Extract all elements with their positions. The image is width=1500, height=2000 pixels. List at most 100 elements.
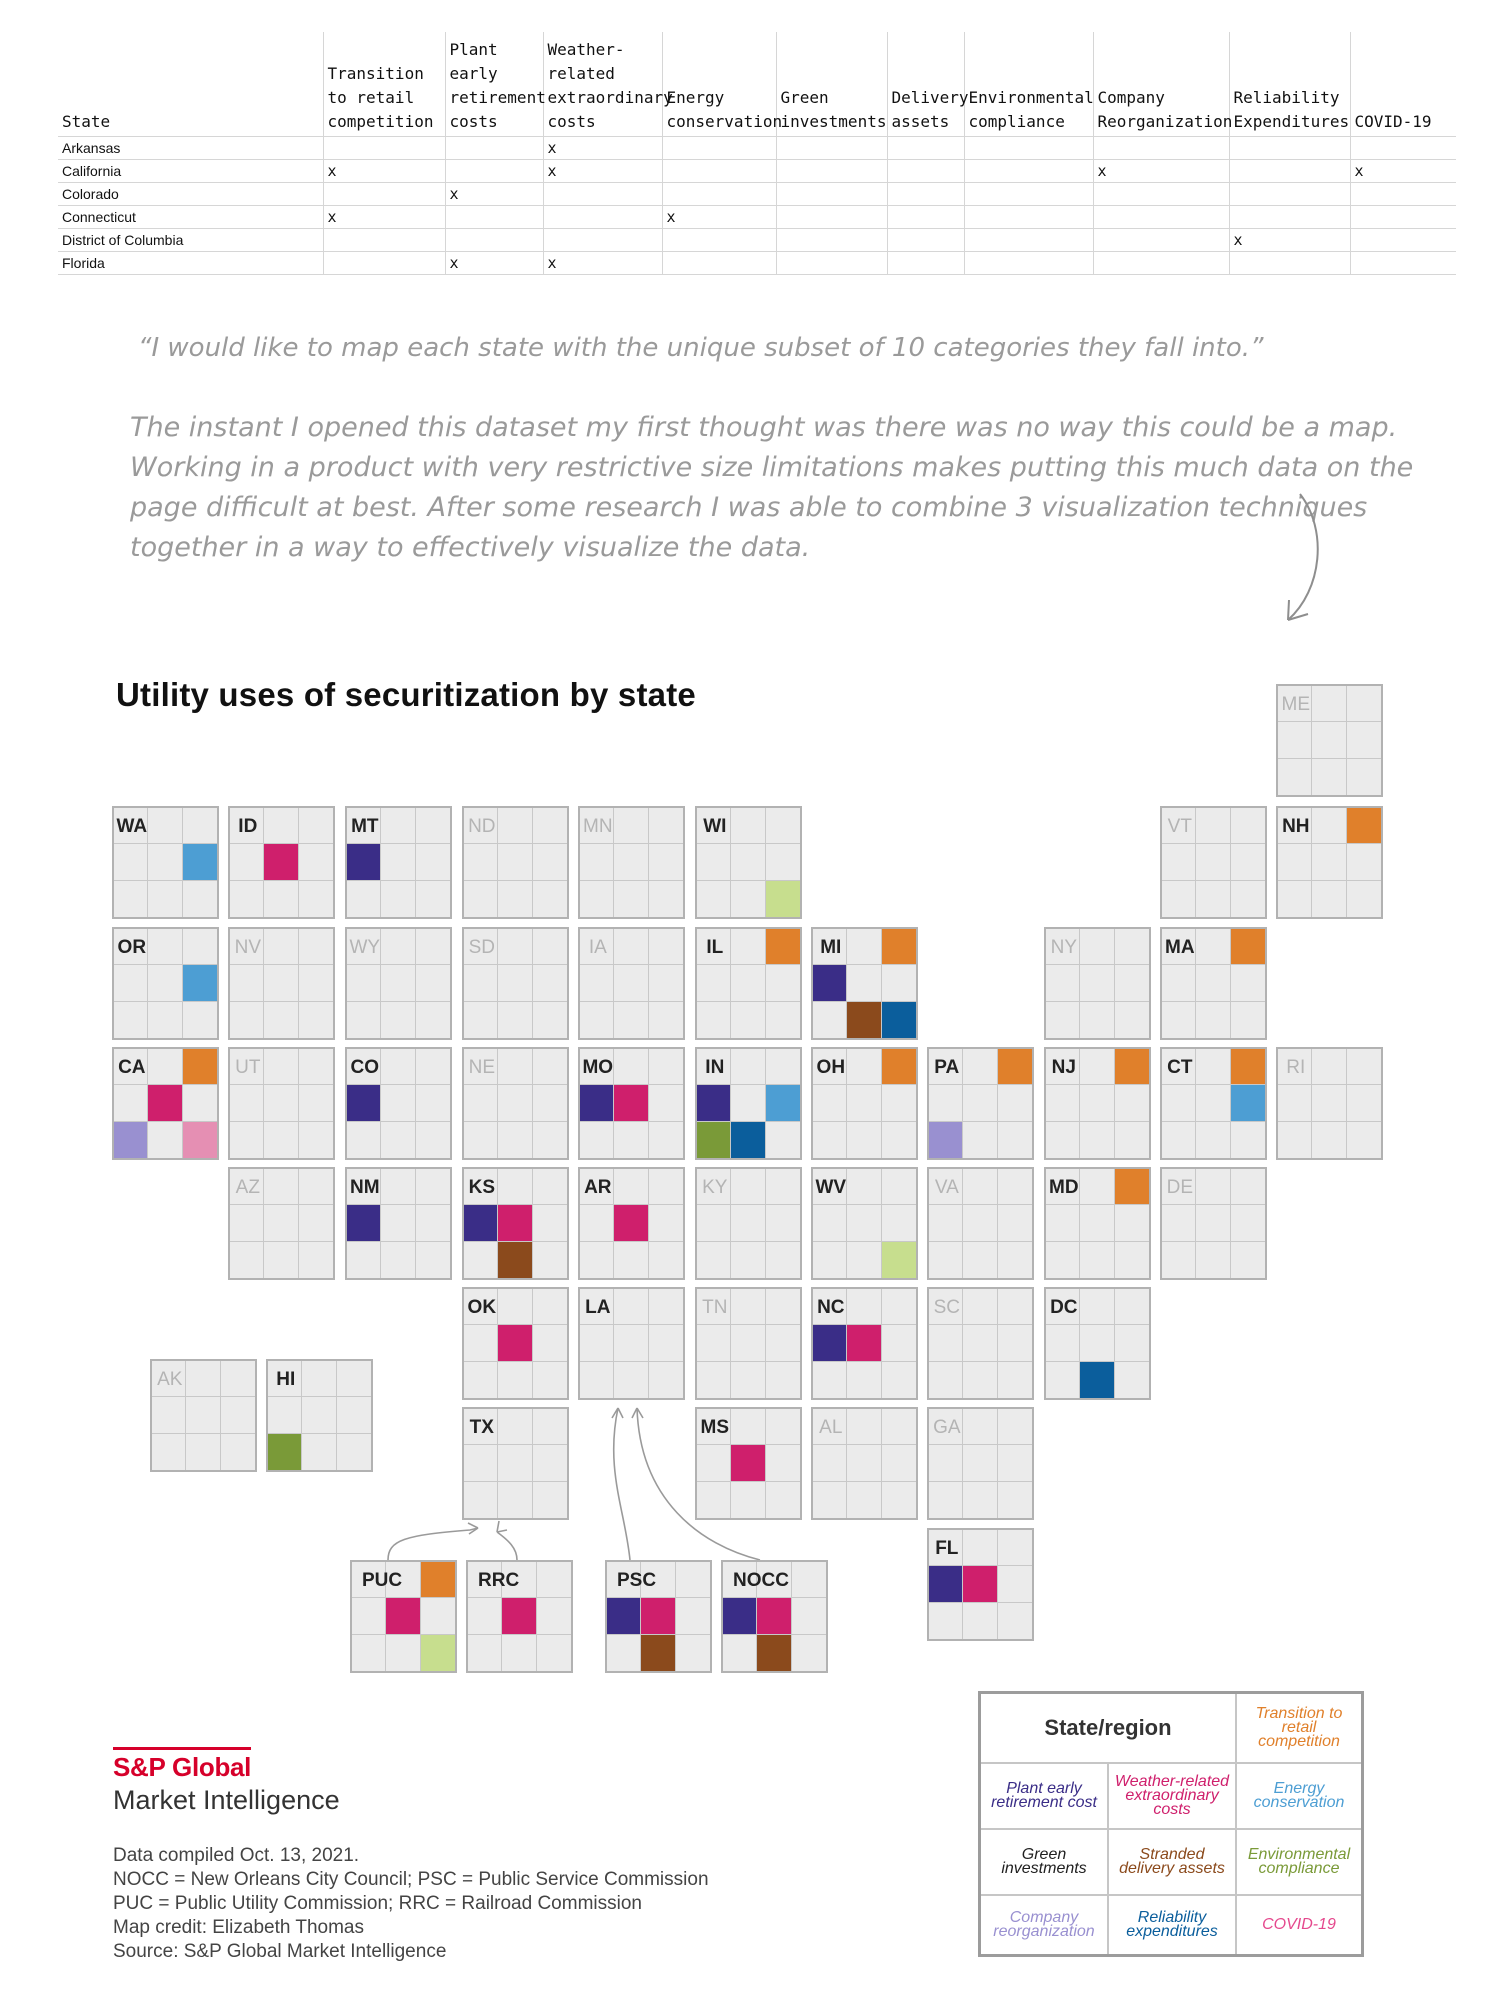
category-cell — [886, 159, 964, 183]
empty-cell — [997, 1530, 1032, 1567]
empty-cell — [580, 808, 615, 845]
category-swatch — [420, 1634, 455, 1671]
empty-cell — [298, 844, 333, 881]
empty-cell — [648, 1205, 683, 1242]
empty-cell — [614, 1325, 649, 1362]
empty-cell — [963, 1121, 998, 1158]
empty-cell — [881, 1169, 916, 1206]
category-swatch — [813, 965, 848, 1002]
category-swatch — [1230, 1049, 1265, 1086]
empty-cell — [882, 1122, 916, 1158]
empty-cell — [464, 844, 499, 881]
footnote-line: PUC = Public Utility Commission; RRC = R… — [113, 1893, 642, 1914]
empty-cell — [1162, 844, 1197, 881]
tile-wa: WA — [112, 806, 219, 919]
empty-cell — [731, 808, 766, 845]
empty-cell — [416, 1002, 450, 1038]
empty-cell — [182, 1085, 217, 1122]
sp-global-logo: S&P Global — [113, 1752, 252, 1782]
tile-mi: MI — [811, 927, 918, 1040]
category-cell — [661, 136, 776, 160]
empty-cell — [1312, 686, 1347, 723]
empty-cell — [464, 1241, 499, 1278]
empty-cell — [498, 1085, 533, 1122]
empty-cell — [580, 1325, 615, 1362]
empty-cell — [882, 1482, 916, 1518]
empty-cell — [1162, 1241, 1197, 1278]
empty-cell — [498, 929, 533, 966]
empty-cell — [697, 1361, 732, 1398]
empty-cell — [1346, 1049, 1381, 1086]
logo-rule — [113, 1747, 251, 1750]
category-cell — [1349, 205, 1456, 229]
empty-cell — [502, 1562, 537, 1599]
table-body: Arkansas x California x x x x Colorado x Connecti… — [58, 136, 1456, 275]
empty-cell — [997, 1169, 1032, 1206]
empty-cell — [230, 1169, 265, 1206]
category-swatch — [1230, 929, 1265, 966]
category-swatch — [614, 1205, 649, 1242]
empty-cell — [1230, 1169, 1265, 1206]
empty-cell — [963, 1361, 998, 1398]
empty-cell — [997, 1409, 1032, 1446]
empty-cell — [765, 1205, 800, 1242]
empty-cell — [998, 1603, 1032, 1639]
empty-cell — [813, 1445, 848, 1482]
category-cell — [963, 205, 1093, 229]
empty-cell — [963, 1481, 998, 1518]
category-cell — [444, 228, 543, 252]
empty-cell — [1114, 929, 1149, 966]
empty-cell — [114, 1049, 149, 1086]
empty-cell — [697, 1001, 732, 1038]
empty-cell — [929, 1325, 964, 1362]
empty-cell — [1080, 1241, 1115, 1278]
category-cell — [1349, 136, 1456, 160]
empty-cell — [697, 1325, 732, 1362]
tile-va: VA — [927, 1167, 1034, 1280]
empty-cell — [498, 965, 533, 1002]
empty-cell — [649, 1362, 683, 1398]
tile-id: ID — [228, 806, 335, 919]
empty-cell — [148, 808, 183, 845]
empty-cell — [929, 1530, 964, 1567]
state-cell: Connecticut — [58, 205, 323, 229]
category-swatch — [881, 1001, 916, 1038]
empty-cell — [186, 1397, 221, 1434]
category-swatch — [929, 1121, 964, 1158]
empty-cell — [264, 880, 299, 917]
empty-cell — [580, 1049, 615, 1086]
category-swatch — [881, 1241, 916, 1278]
empty-cell — [532, 1169, 567, 1206]
empty-cell — [929, 1289, 964, 1326]
category-swatch — [182, 1121, 217, 1158]
empty-cell — [114, 965, 149, 1002]
empty-cell — [847, 1289, 882, 1326]
empty-cell — [847, 965, 882, 1002]
category-swatch — [1114, 1049, 1149, 1086]
empty-cell — [532, 1085, 567, 1122]
empty-cell — [498, 1481, 533, 1518]
category-swatch — [723, 1598, 758, 1635]
empty-cell — [765, 1049, 800, 1086]
empty-cell — [1080, 1325, 1115, 1362]
empty-cell — [347, 1169, 382, 1206]
empty-cell — [881, 965, 916, 1002]
column-header: Reliability Expenditures — [1228, 32, 1350, 137]
empty-cell — [264, 1085, 299, 1122]
empty-cell — [302, 1361, 337, 1398]
empty-cell — [697, 808, 732, 845]
category-cell — [963, 228, 1093, 252]
tile-ma: MA — [1160, 927, 1267, 1040]
legend-item: Environmental compliance — [1237, 1830, 1361, 1896]
request-quote: “I would like to map each state with the… — [138, 333, 1264, 363]
empty-cell — [765, 1409, 800, 1446]
empty-cell — [1046, 1121, 1081, 1158]
table-row: Arkansas x — [58, 136, 1456, 160]
empty-cell — [264, 808, 299, 845]
empty-cell — [963, 1409, 998, 1446]
tile-psc: PSC — [605, 1560, 712, 1673]
empty-cell — [813, 1085, 848, 1122]
state-cell: Florida — [58, 251, 323, 275]
empty-cell — [1080, 1121, 1115, 1158]
empty-cell — [468, 1598, 503, 1635]
